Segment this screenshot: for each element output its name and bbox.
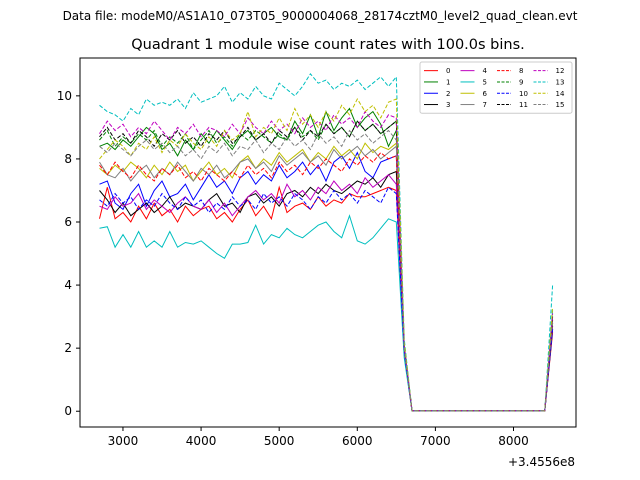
- y-tick-label: 10: [57, 89, 72, 103]
- legend-label: 11: [519, 101, 528, 109]
- series-line-5: [99, 214, 554, 412]
- series-line-1: [99, 107, 554, 412]
- x-tick-label: 5000: [264, 434, 295, 448]
- legend-label: 14: [556, 90, 565, 98]
- series-line-2: [99, 151, 554, 412]
- y-tick-label: 4: [64, 278, 72, 292]
- x-tick-label: 6000: [342, 434, 373, 448]
- series-line-4: [99, 173, 554, 412]
- y-tick-label: 8: [64, 152, 72, 166]
- series-line-15: [99, 129, 554, 412]
- legend-label: 9: [519, 78, 523, 86]
- legend-label: 13: [556, 78, 565, 86]
- x-tick-label: 4000: [186, 434, 217, 448]
- chart-title: Quadrant 1 module wise count rates with …: [131, 37, 525, 53]
- legend-label: 1: [446, 78, 450, 86]
- x-axis: 3000 4000 5000 6000 7000 8000: [108, 427, 529, 448]
- x-tick-label: 3000: [108, 434, 139, 448]
- y-tick-label: 0: [64, 404, 72, 418]
- series-line-14: [99, 97, 554, 412]
- legend-label: 8: [519, 67, 523, 75]
- y-tick-label: 6: [64, 215, 72, 229]
- legend-label: 2: [446, 90, 450, 98]
- legend-label: 7: [483, 101, 487, 109]
- series-line-7: [99, 145, 554, 412]
- series-line-0: [99, 185, 554, 412]
- legend-label: 3: [446, 101, 450, 109]
- legend-label: 0: [446, 67, 450, 75]
- legend-label: 4: [483, 67, 488, 75]
- series-line-12: [99, 110, 554, 412]
- legend-label: 15: [556, 101, 565, 109]
- legend-box: [419, 61, 573, 114]
- legend-label: 5: [483, 78, 487, 86]
- series-lines: [99, 72, 554, 412]
- legend-label: 10: [519, 90, 528, 98]
- legend-label: 12: [556, 67, 565, 75]
- x-tick-label: 7000: [420, 434, 451, 448]
- data-file-header: Data file: modeM0/AS1A10_073T05_90000040…: [63, 9, 578, 23]
- series-line-10: [99, 186, 554, 412]
- y-tick-label: 2: [64, 341, 72, 355]
- x-axis-offset-label: +3.4556e8: [508, 455, 575, 469]
- y-axis: 0 2 4 6 8 10: [57, 89, 80, 418]
- series-line-6: [99, 142, 554, 412]
- series-line-3: [99, 170, 554, 412]
- legend-label: 6: [483, 90, 488, 98]
- x-tick-label: 8000: [498, 434, 529, 448]
- series-line-9: [99, 120, 554, 412]
- plot-frame: [79, 57, 577, 428]
- plot-area: [79, 57, 577, 428]
